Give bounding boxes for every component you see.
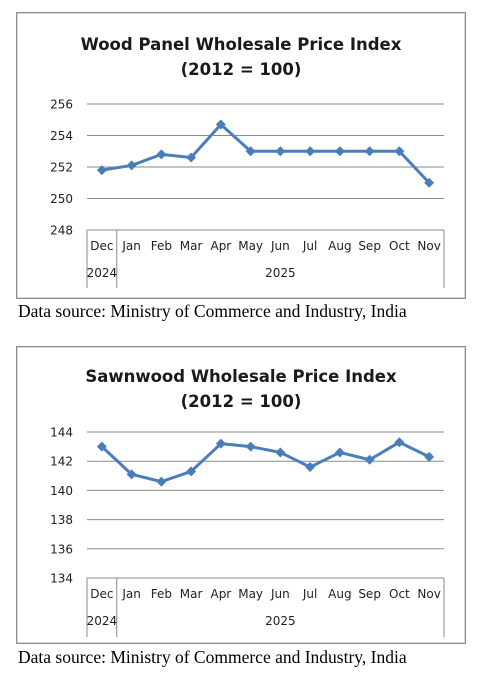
x-tick-label: Oct	[389, 587, 410, 601]
x-tick-label: Jan	[121, 587, 141, 601]
x-tick-label: Feb	[151, 587, 172, 601]
chart-panel-sawnwood: Sawnwood Wholesale Price Index (2012 = 1…	[16, 346, 466, 644]
data-point	[275, 447, 286, 458]
data-point	[364, 454, 375, 465]
x-tick-label: Jun	[270, 587, 290, 601]
data-source-note: Data source: Ministry of Commerce and In…	[18, 301, 407, 321]
year-label: 2024	[87, 614, 118, 628]
chart-plot-wood-panel: 248 250 252 254 256 Dec Jan Feb Mar Apr May Jun Jul A…	[50, 98, 445, 288]
x-tick-label: Oct	[389, 239, 410, 253]
x-tick-label: Mar	[180, 587, 203, 601]
x-tick-label: Feb	[151, 239, 172, 253]
y-tick-label: 256	[50, 98, 73, 112]
data-point	[424, 451, 435, 462]
data-source-note: Data source: Ministry of Commerce and In…	[18, 647, 407, 667]
chart-plot-sawnwood: 134 136 138 140 142 144 Dec Jan Feb Mar Apr May Jun J…	[50, 426, 445, 637]
y-tick-label: 138	[50, 513, 73, 527]
x-tick-label: Mar	[180, 239, 203, 253]
data-point	[215, 438, 226, 449]
x-tick-label: Jul	[302, 587, 317, 601]
chart-subtitle: (2012 = 100)	[180, 392, 302, 411]
y-tick-label: 134	[50, 572, 73, 586]
year-label: 2024	[87, 266, 118, 280]
y-tick-label: 250	[50, 192, 73, 206]
y-tick-label: 144	[50, 426, 73, 440]
x-tick-label: Apr	[210, 587, 231, 601]
data-point	[96, 165, 107, 176]
data-point	[186, 152, 197, 163]
y-tick-label: 136	[50, 542, 73, 556]
y-tick-label: 140	[50, 484, 73, 498]
x-tick-label: Jul	[302, 239, 317, 253]
x-tick-label: Apr	[210, 239, 231, 253]
y-tick-label: 252	[50, 161, 73, 175]
data-point	[305, 146, 316, 157]
x-tick-label: Aug	[328, 587, 351, 601]
data-point	[394, 437, 405, 448]
data-point	[424, 177, 435, 188]
series-line	[101, 122, 431, 184]
x-tick-label: Nov	[417, 587, 440, 601]
year-label: 2025	[265, 614, 296, 628]
data-point	[305, 462, 316, 473]
y-tick-label: 248	[50, 224, 73, 238]
year-label: 2025	[265, 266, 296, 280]
data-point	[334, 146, 345, 157]
x-tick-label: Dec	[90, 587, 113, 601]
x-tick-label: Sep	[358, 239, 381, 253]
data-point	[126, 160, 137, 171]
data-point	[156, 149, 167, 160]
x-tick-label: Nov	[417, 239, 440, 253]
data-point	[334, 447, 345, 458]
data-point	[96, 441, 107, 452]
x-tick-label: Jun	[270, 239, 290, 253]
data-point	[364, 146, 375, 157]
data-point	[394, 146, 405, 157]
x-tick-label: Sep	[358, 587, 381, 601]
series-line	[100, 440, 430, 484]
chart-panel-wood-panel: Wood Panel Wholesale Price Index (2012 =…	[16, 12, 466, 299]
data-point	[186, 466, 197, 477]
x-tick-label: Jan	[121, 239, 141, 253]
x-tick-label: May	[238, 587, 263, 601]
chart-title: Wood Panel Wholesale Price Index	[80, 35, 402, 54]
data-point	[245, 441, 256, 452]
x-tick-label: Aug	[328, 239, 351, 253]
x-tick-label: May	[238, 239, 263, 253]
data-point	[275, 146, 286, 157]
y-tick-label: 254	[50, 129, 73, 143]
chart-title: Sawnwood Wholesale Price Index	[85, 367, 397, 386]
data-point	[156, 476, 167, 487]
data-point	[126, 469, 137, 480]
data-point	[245, 146, 256, 157]
chart-subtitle: (2012 = 100)	[180, 60, 302, 79]
x-tick-label: Dec	[90, 239, 113, 253]
y-tick-label: 142	[50, 455, 73, 469]
data-point	[215, 119, 226, 130]
